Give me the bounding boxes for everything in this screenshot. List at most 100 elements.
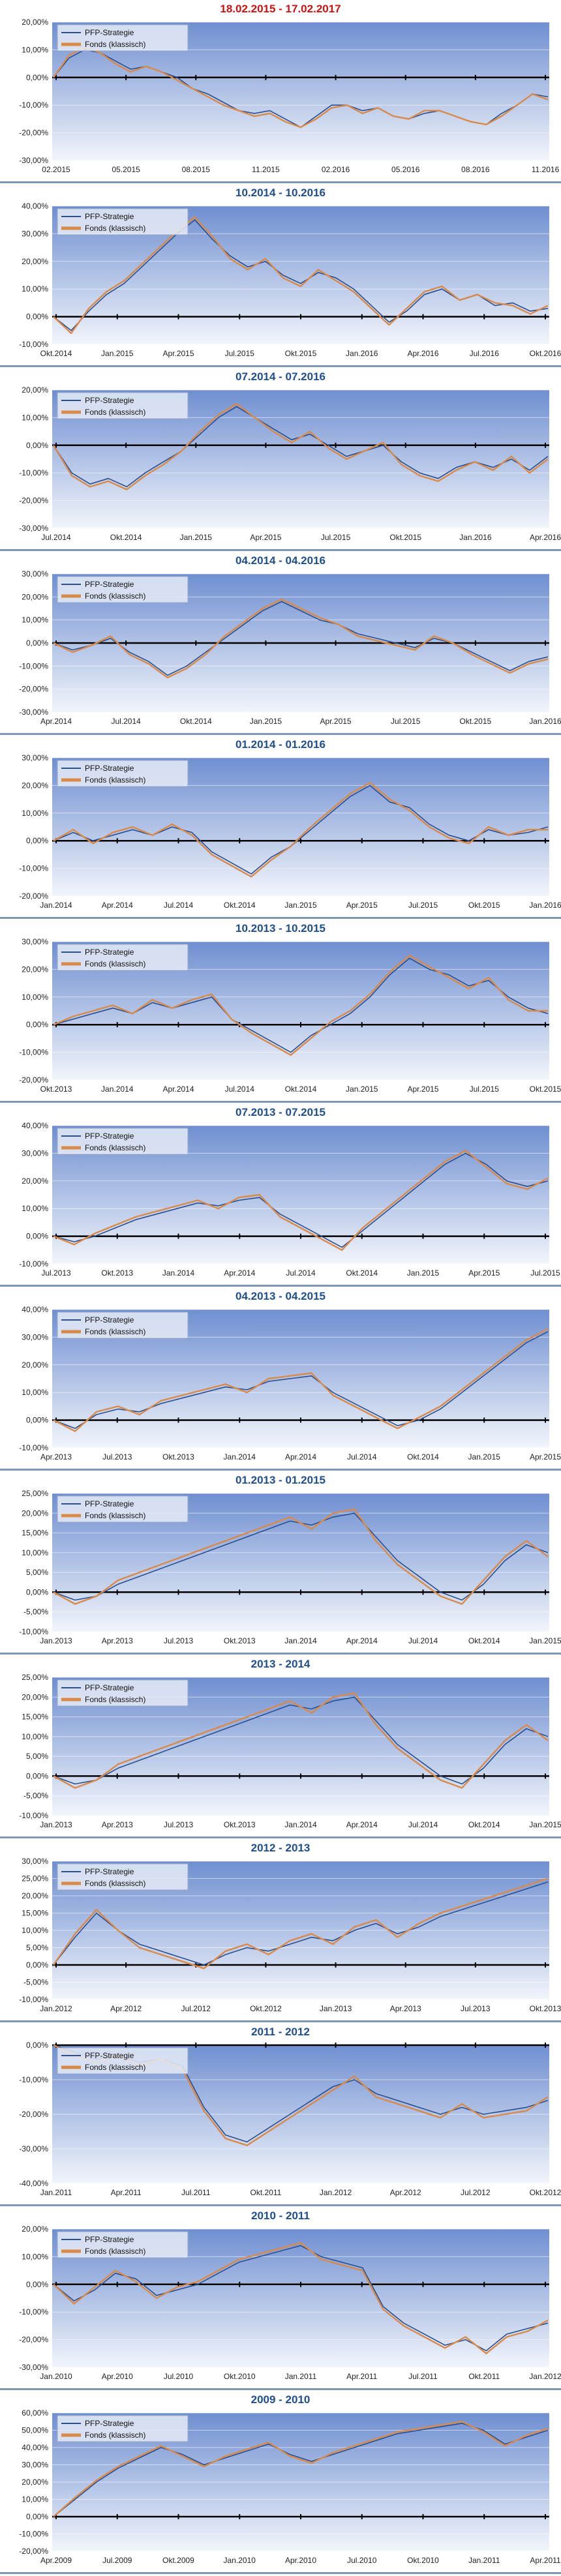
x-tick-label: Jan.2011 [468,2556,500,2565]
y-tick-label: 50,00% [22,2426,48,2435]
y-tick-label: 0,00% [26,312,48,322]
y-tick-label: -20,00% [19,2110,48,2119]
x-tick-label: Jan.2013 [40,1636,72,1645]
chart-svg: -10,00% -5,00% 0,00% 5,00% 10,00% 15,00% 20,00… [19,1673,561,1829]
x-tick-label: Jul.2012 [181,2004,211,2013]
legend-label: Fonds (klassisch) [85,1511,145,1520]
y-tick-label: 0,00% [26,1587,48,1596]
x-tick-label: 05.2016 [391,165,420,174]
chart-title: 01.2014 - 01.2016 [235,738,326,751]
y-tick-label: 10,00% [22,1732,48,1741]
series-line-pfp [53,2245,549,2352]
chart-panel: 2009 - 2010 -20,00% -10,00% 0,00% 10,00% 20,0… [0,2391,561,2575]
x-tick-label: 02.2016 [322,165,350,174]
legend: PFP-Strategie Fonds (klassisch) [57,944,189,971]
y-tick-label: -20,00% [19,1075,48,1085]
x-tick-label: Apr.2011 [111,2188,142,2197]
y-tick-label: 20,00% [22,2224,48,2234]
x-tick-label: Jul.2014 [111,717,141,726]
panel-separator [0,733,561,735]
y-tick-label: -10,00% [19,1443,48,1452]
y-tick-label: 20,00% [22,18,48,27]
chart-panel: 04.2013 - 04.2015 -10,00% 0,00% 10,00% 20,00… [0,1287,561,1471]
series-line-fonds [52,403,549,490]
x-tick-label: Jan.2015 [529,1820,561,1829]
y-tick-label: 10,00% [22,1204,48,1213]
y-tick-label: 10,00% [22,1548,48,1557]
legend-label: Fonds (klassisch) [85,224,145,233]
chart-svg: -10,00% 0,00% 10,00% 20,00% 30,00% 40,00% Okt.… [19,202,561,358]
y-tick-label: 20,00% [22,1891,48,1900]
chart-title: 01.2013 - 01.2015 [235,1474,326,1486]
y-tick-label: 20,00% [22,592,48,601]
y-tick-label: 5,00% [26,1568,48,1577]
y-tick-label: 30,00% [22,937,48,946]
x-tick-label: Jan.2013 [40,1820,72,1829]
x-tick-label: Jan.2015 [284,901,317,910]
y-tick-label: 5,00% [26,1752,48,1761]
x-tick-label: Jan.2010 [40,2372,72,2381]
x-tick-label: 11.2016 [532,165,560,174]
chart-panel: 18.02.2015 - 17.02.2017 -30,00% -20,00% -10… [0,0,561,184]
panel-separator [0,1653,561,1655]
chart-svg: -30,00% -20,00% -10,00% 0,00% 10,00% 20,00% 30… [19,569,561,726]
x-tick-label: Apr.2012 [110,2004,142,2013]
panel-separator [0,2572,561,2574]
x-tick-label: Jan.2012 [320,2188,352,2197]
chart-svg: -40,00% -30,00% -20,00% -10,00% 0,00% Jan.201… [19,2041,561,2197]
x-tick-label: Jul.2014 [408,1820,438,1829]
x-tick-label: Jul.2013 [164,1636,194,1645]
legend-box [57,760,189,787]
y-tick-label: 10,00% [22,993,48,1002]
legend-box [57,392,189,419]
chart-panel: 10.2013 - 10.2015 -20,00% -10,00% 0,00% 10,0… [0,920,561,1103]
x-tick-label: Jan.2012 [40,2004,72,2013]
y-tick-label: -10,00% [19,1627,48,1636]
y-tick-label: 0,00% [26,1416,48,1425]
y-tick-label: -5,00% [23,1978,48,1987]
x-tick-label: Jan.2014 [162,1268,195,1278]
y-tick-label: 20,00% [22,781,48,790]
y-tick-label: 0,00% [26,2512,48,2521]
legend-label: PFP-Strategie [85,2051,134,2060]
x-tick-label: Jan.2014 [101,1085,134,1094]
x-tick-label: Jan.2014 [284,1636,317,1645]
legend-label: PFP-Strategie [85,1131,134,1141]
series-line-fonds [53,2242,549,2355]
legend-label: PFP-Strategie [85,1499,134,1508]
x-tick-label: Jul.2013 [164,1820,194,1829]
x-tick-label: Jan.2015 [468,1452,501,1461]
legend-box [57,1679,189,1707]
x-tick-label: Okt.2012 [250,2004,282,2013]
x-tick-label: 05.2015 [112,165,140,174]
y-tick-label: 20,00% [22,965,48,974]
legend-label: Fonds (klassisch) [85,408,145,417]
x-tick-label: Jul.2014 [347,1452,377,1461]
legend-label: Fonds (klassisch) [85,775,145,785]
legend-label: Fonds (klassisch) [85,959,145,968]
x-tick-label: Apr.2013 [40,1452,72,1461]
y-tick-label: -30,00% [19,2363,48,2372]
series-line-fonds [53,1692,549,1789]
chart-svg: -30,00% -20,00% -10,00% 0,00% 10,00% 20,00% Ju… [19,385,561,542]
x-tick-label: Jul.2015 [321,533,351,542]
x-tick-label: Apr.2016 [407,349,438,358]
series-line-pfp [53,1881,549,1966]
legend-label: PFP-Strategie [85,1315,134,1325]
legend: PFP-Strategie Fonds (klassisch) [57,24,189,52]
y-tick-label: 0,00% [26,1771,48,1780]
x-tick-label: Jan.2014 [224,1452,256,1461]
legend-label: Fonds (klassisch) [85,1143,145,1152]
y-tick-label: 15,00% [22,1713,48,1722]
y-tick-label: 20,00% [22,1360,48,1370]
chart-panel: 01.2013 - 01.2015 -10,00% -5,00% 0,00% 5,00%… [0,1471,561,1655]
x-tick-label: Okt.2013 [40,1085,72,1094]
series-line-fonds [53,216,549,335]
legend-label: Fonds (klassisch) [85,1695,145,1704]
x-tick-label: Apr.2015 [346,901,378,910]
y-tick-label: 60,00% [22,2408,48,2418]
x-tick-label: Okt.2013 [224,1636,256,1645]
panel-separator [0,549,561,551]
x-tick-label: Okt.2014 [346,1268,378,1278]
x-tick-label: Apr.2015 [530,1452,561,1461]
